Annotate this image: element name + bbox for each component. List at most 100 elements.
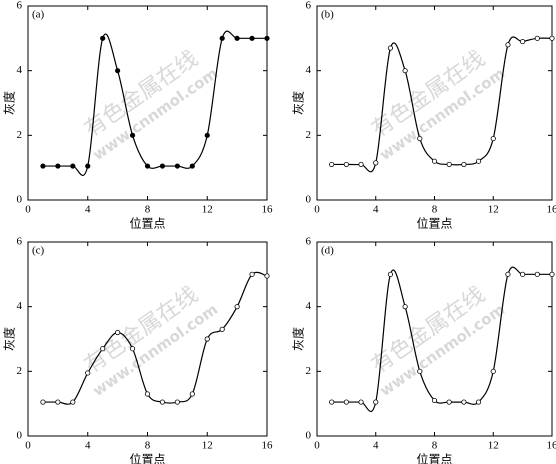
data-point xyxy=(358,399,364,405)
data-point xyxy=(534,35,540,41)
y-tick-label: 6 xyxy=(306,0,312,12)
data-point xyxy=(70,163,76,169)
x-tick-label: 8 xyxy=(432,204,438,216)
data-point xyxy=(40,163,46,169)
y-tick-label: 6 xyxy=(17,236,23,248)
y-axis-label: 灰度 xyxy=(291,327,306,351)
panel-label: (a) xyxy=(32,9,45,21)
y-tick-label: 4 xyxy=(17,300,23,312)
data-point xyxy=(417,135,423,142)
x-tick-label: 16 xyxy=(262,440,274,452)
data-point xyxy=(520,271,526,277)
data-point xyxy=(115,329,121,336)
data-point xyxy=(505,271,511,277)
data-point xyxy=(343,161,349,168)
data-point xyxy=(159,399,166,405)
x-tick-label: 8 xyxy=(145,440,151,452)
data-point xyxy=(461,161,467,168)
data-point xyxy=(219,35,225,41)
data-point xyxy=(100,346,106,352)
data-point xyxy=(534,271,540,277)
x-tick-label: 16 xyxy=(547,204,556,216)
data-point xyxy=(100,35,106,41)
x-tick-label: 16 xyxy=(262,204,274,216)
x-tick-label: 4 xyxy=(85,440,91,452)
data-point xyxy=(490,368,496,374)
y-tick-label: 0 xyxy=(306,430,312,442)
data-point xyxy=(431,158,438,164)
data-point xyxy=(249,271,255,277)
x-tick-label: 12 xyxy=(488,204,499,216)
x-tick-label: 0 xyxy=(25,440,31,452)
data-point xyxy=(549,35,555,41)
data-point xyxy=(144,163,151,169)
x-tick-label: 0 xyxy=(25,204,31,216)
data-point xyxy=(249,35,255,41)
data-point xyxy=(85,370,91,376)
data-point xyxy=(431,397,438,404)
x-tick-label: 12 xyxy=(202,440,213,452)
data-point xyxy=(85,163,91,169)
data-point xyxy=(129,132,136,138)
data-point xyxy=(329,161,335,168)
data-point xyxy=(475,158,482,164)
data-line xyxy=(331,36,553,173)
x-tick-label: 12 xyxy=(202,204,213,216)
data-point xyxy=(219,326,225,332)
data-point xyxy=(70,399,76,405)
data-point xyxy=(204,132,210,138)
data-line xyxy=(42,30,267,177)
data-point xyxy=(461,399,467,405)
x-tick-label: 16 xyxy=(547,440,556,452)
y-tick-label: 2 xyxy=(306,365,312,377)
y-tick-label: 6 xyxy=(17,0,23,12)
y-axis-label: 灰度 xyxy=(291,91,306,115)
data-point xyxy=(387,45,394,51)
data-point xyxy=(174,163,180,169)
x-tick-label: 4 xyxy=(373,204,379,216)
data-point xyxy=(55,399,61,405)
data-point xyxy=(373,399,379,405)
data-point xyxy=(329,399,335,405)
y-tick-label: 0 xyxy=(17,194,23,206)
x-tick-label: 4 xyxy=(373,440,379,452)
x-tick-label: 0 xyxy=(314,440,320,452)
x-tick-label: 8 xyxy=(432,440,438,452)
data-point xyxy=(490,135,496,142)
data-line xyxy=(331,266,552,413)
data-point xyxy=(549,271,555,277)
data-point xyxy=(387,271,394,277)
data-point xyxy=(129,346,136,352)
data-point xyxy=(264,35,270,41)
data-point xyxy=(189,163,195,169)
data-point xyxy=(520,38,526,45)
data-point xyxy=(204,336,210,342)
data-point xyxy=(115,68,121,74)
data-point xyxy=(373,160,379,166)
panel-label: (c) xyxy=(32,245,45,257)
data-line xyxy=(42,271,268,405)
x-axis-label: 位置点 xyxy=(416,452,452,464)
x-tick-label: 12 xyxy=(488,440,499,452)
data-point xyxy=(343,399,349,405)
x-tick-label: 4 xyxy=(85,204,91,216)
y-tick-label: 4 xyxy=(306,64,312,76)
x-tick-label: 8 xyxy=(145,204,151,216)
x-axis-label: 位置点 xyxy=(129,452,165,464)
data-point xyxy=(159,163,166,169)
data-point xyxy=(234,304,240,310)
data-point xyxy=(402,304,408,310)
data-point xyxy=(475,399,482,405)
data-point xyxy=(417,368,423,374)
y-tick-label: 4 xyxy=(306,300,312,312)
data-point xyxy=(40,399,46,405)
y-tick-label: 2 xyxy=(17,365,23,377)
data-point xyxy=(189,391,195,397)
panel-label: (d) xyxy=(321,245,334,257)
data-point xyxy=(264,273,270,279)
data-point xyxy=(402,68,408,74)
y-tick-label: 0 xyxy=(306,194,312,206)
x-axis-label: 位置点 xyxy=(416,216,452,231)
y-tick-label: 0 xyxy=(17,430,23,442)
